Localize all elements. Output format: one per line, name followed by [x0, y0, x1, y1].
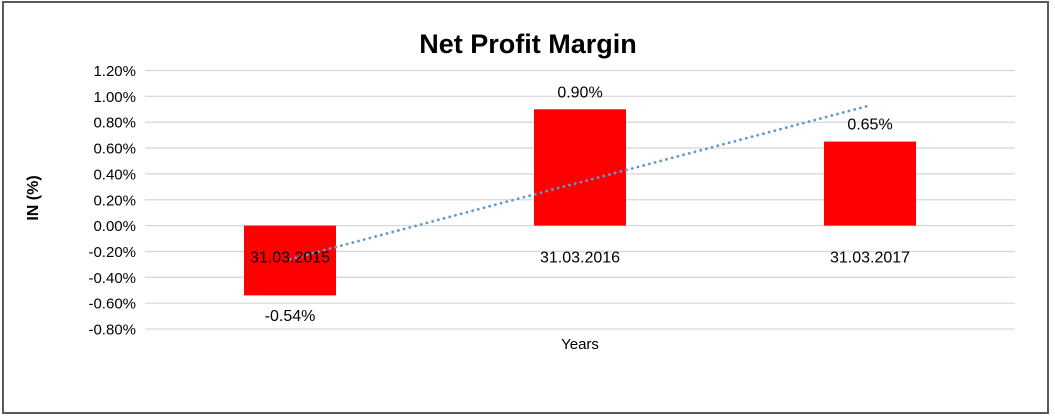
chart-title: Net Profit Margin — [419, 29, 637, 59]
y-axis-tick-label: -0.40% — [88, 270, 136, 287]
x-axis-category-labels: 31.03.2015 31.03.2016 31.03.2017 — [250, 250, 910, 267]
bar-data-label: 0.65% — [847, 117, 892, 134]
trendline — [288, 103, 872, 261]
y-axis-tick-label: 0.20% — [93, 192, 136, 209]
bar-series — [244, 109, 916, 296]
trendline-dotted — [288, 103, 872, 261]
y-axis-tick-label: 0.40% — [93, 166, 136, 183]
y-axis-tick-label: -0.60% — [88, 296, 136, 313]
y-axis-tick-label: 1.00% — [93, 89, 136, 106]
bar-data-label: -0.54% — [265, 308, 316, 325]
x-axis-category-label: 31.03.2015 — [250, 250, 330, 267]
y-axis-tick-label: 0.80% — [93, 115, 136, 132]
bar-data-label: 0.90% — [557, 84, 602, 101]
x-axis-category-label: 31.03.2017 — [830, 250, 910, 267]
y-axis-tick-label: 0.00% — [93, 218, 136, 235]
bar-2 — [534, 109, 626, 226]
bar-data-labels: -0.54% 0.90% 0.65% — [265, 84, 893, 325]
bar-3 — [824, 141, 916, 226]
y-axis-tick-label: 1.20% — [93, 63, 136, 80]
y-axis-tick-label: -0.80% — [88, 322, 136, 339]
x-axis-title: Years — [561, 336, 599, 353]
y-axis-title: IN (%) — [25, 175, 42, 220]
y-axis-tick-labels: 1.20% 1.00% 0.80% 0.60% 0.40% 0.20% 0.00% -0.20… — [88, 63, 136, 339]
y-axis-tick-label: -0.20% — [88, 244, 136, 261]
y-axis-tick-label: 0.60% — [93, 141, 136, 158]
x-axis-category-label: 31.03.2016 — [540, 250, 620, 267]
